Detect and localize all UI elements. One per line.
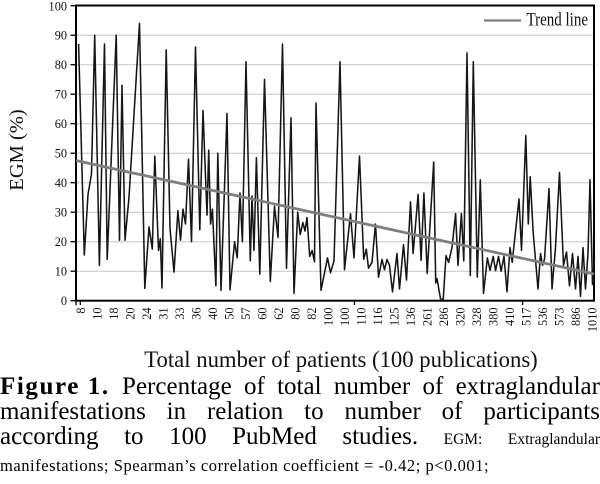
svg-text:517: 517 [520,308,534,326]
svg-text:33: 33 [173,308,187,320]
svg-text:0: 0 [61,294,67,308]
svg-text:573: 573 [553,308,567,326]
svg-text:116: 116 [371,308,385,326]
svg-text:286: 286 [437,308,451,326]
svg-text:82: 82 [305,308,319,320]
svg-text:100: 100 [322,308,336,326]
svg-text:70: 70 [55,87,67,101]
svg-text:57: 57 [239,308,253,320]
svg-text:60: 60 [55,117,67,131]
svg-text:31: 31 [157,308,171,320]
svg-text:886: 886 [569,308,583,326]
svg-text:10: 10 [91,308,105,320]
svg-text:110: 110 [355,308,369,326]
svg-text:20: 20 [124,308,138,320]
svg-text:10: 10 [55,264,67,278]
svg-text:40: 40 [55,176,67,190]
svg-text:328: 328 [470,308,484,326]
svg-text:40: 40 [206,308,220,320]
svg-text:62: 62 [272,308,286,320]
svg-text:90: 90 [55,28,67,42]
svg-text:36: 36 [190,308,204,320]
svg-text:80: 80 [55,58,67,72]
svg-text:100: 100 [338,308,352,326]
svg-text:136: 136 [404,308,418,326]
svg-text:EGM (%): EGM (%) [6,109,28,190]
svg-text:100: 100 [49,0,67,13]
svg-text:8: 8 [74,308,88,314]
svg-text:Total number of patients (100: Total number of patients (100 publicatio… [144,347,537,372]
svg-text:125: 125 [388,308,402,326]
svg-text:50: 50 [55,146,67,160]
svg-text:24: 24 [140,308,154,320]
svg-text:50: 50 [223,308,237,320]
svg-text:1010: 1010 [586,308,600,333]
svg-text:80: 80 [289,308,303,320]
svg-text:380: 380 [487,308,501,326]
svg-text:60: 60 [256,308,270,320]
svg-text:20: 20 [55,235,67,249]
svg-text:536: 536 [536,308,550,326]
svg-text:Trend line: Trend line [527,9,588,30]
svg-text:30: 30 [55,205,67,219]
svg-text:18: 18 [107,308,121,320]
svg-text:261: 261 [421,308,435,326]
svg-text:320: 320 [454,308,468,326]
svg-text:410: 410 [503,308,517,326]
